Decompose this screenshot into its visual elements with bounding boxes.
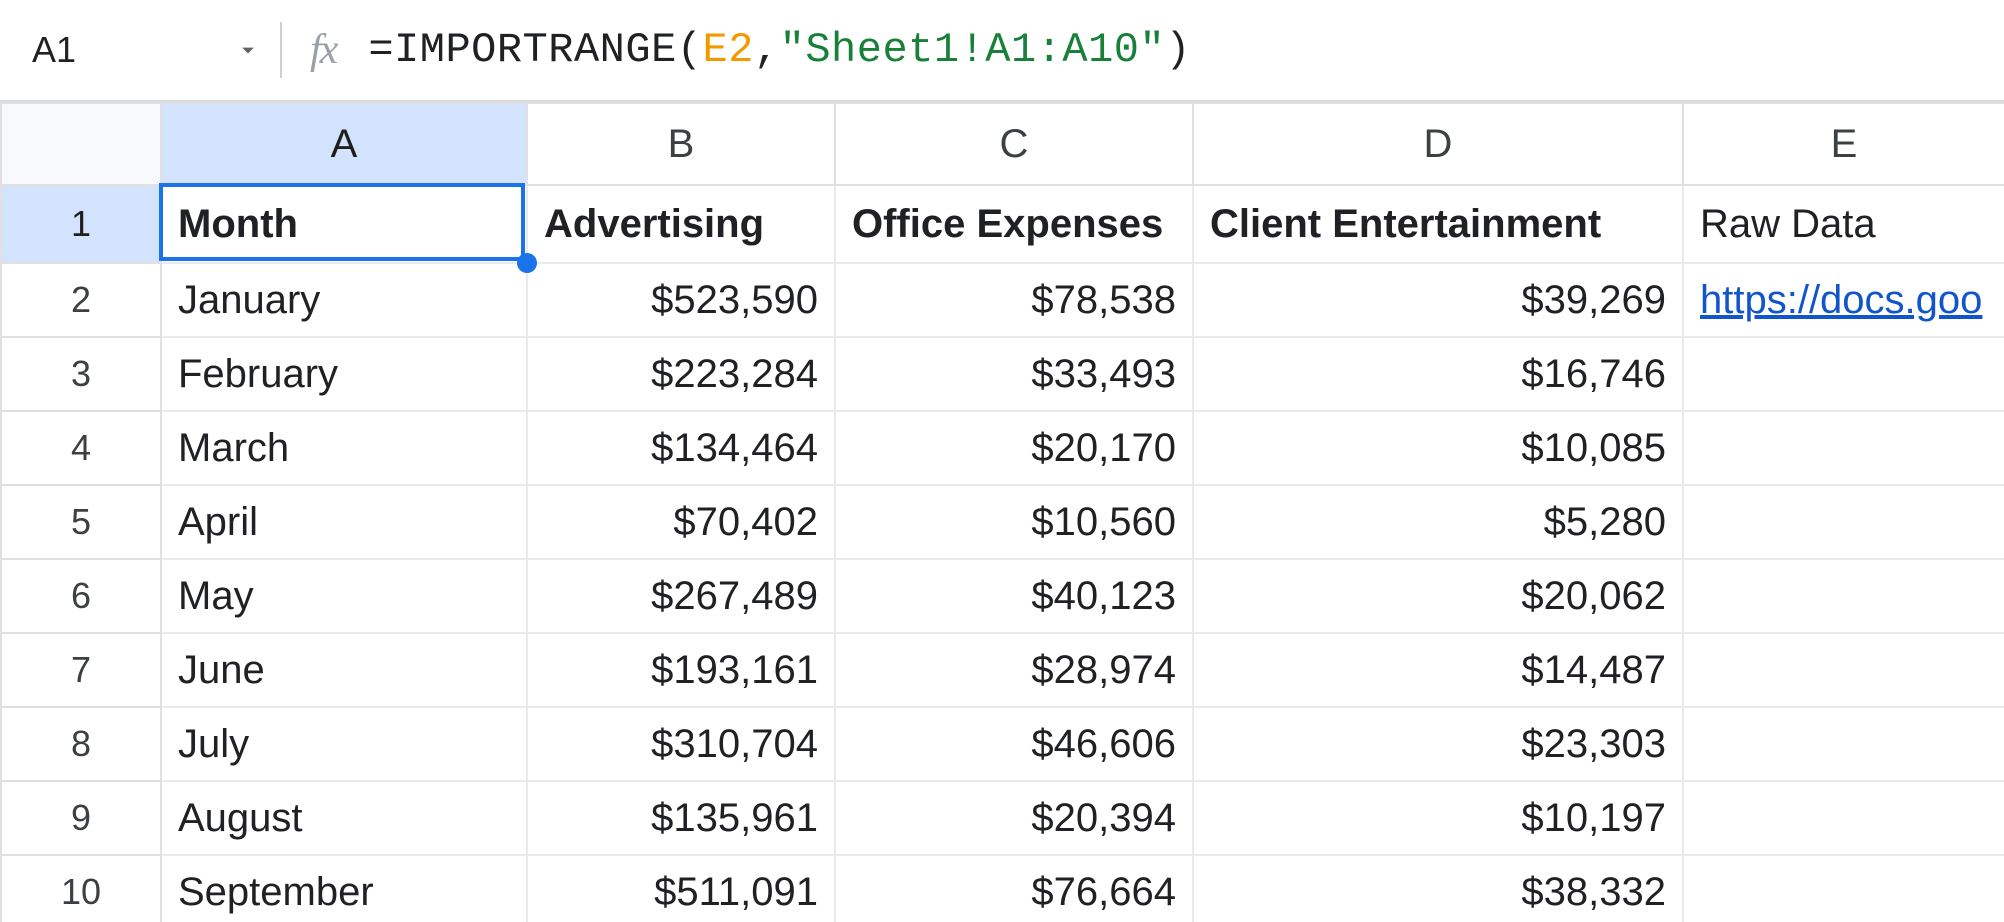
- fx-icon[interactable]: fx: [310, 26, 336, 74]
- cell-D6[interactable]: $20,062: [1193, 559, 1683, 633]
- cell-B7[interactable]: $193,161: [527, 633, 835, 707]
- formula-input[interactable]: =IMPORTRANGE(E2,"Sheet1!A1:A10"): [368, 26, 1191, 74]
- row-header-6[interactable]: 6: [1, 559, 161, 633]
- cell-B6[interactable]: $267,489: [527, 559, 835, 633]
- row-header-8[interactable]: 8: [1, 707, 161, 781]
- cell-C6[interactable]: $40,123: [835, 559, 1193, 633]
- sheet-table: ABCDE 1MonthAdvertisingOffice ExpensesCl…: [0, 102, 2004, 922]
- cell-E3[interactable]: [1683, 337, 2004, 411]
- cell-E7[interactable]: [1683, 633, 2004, 707]
- row-header-1[interactable]: 1: [1, 185, 161, 263]
- row-10: 10September$511,091$76,664$38,332: [1, 855, 2004, 922]
- row-8: 8July$310,704$46,606$23,303: [1, 707, 2004, 781]
- row-header-2[interactable]: 2: [1, 263, 161, 337]
- formula-token: ): [1165, 26, 1191, 74]
- formula-token: IMPORTRANGE: [394, 26, 677, 74]
- cell-D8[interactable]: $23,303: [1193, 707, 1683, 781]
- row-header-10[interactable]: 10: [1, 855, 161, 922]
- row-header-5[interactable]: 5: [1, 485, 161, 559]
- row-7: 7June$193,161$28,974$14,487: [1, 633, 2004, 707]
- name-box[interactable]: A1: [24, 25, 216, 75]
- row-6: 6May$267,489$40,123$20,062: [1, 559, 2004, 633]
- cell-A10[interactable]: September: [161, 855, 527, 922]
- column-header-B[interactable]: B: [527, 103, 835, 185]
- formula-bar-divider: [280, 22, 282, 78]
- column-header-C[interactable]: C: [835, 103, 1193, 185]
- spreadsheet-root: A1 fx =IMPORTRANGE(E2,"Sheet1!A1:A10"): [0, 0, 2004, 922]
- cell-D9[interactable]: $10,197: [1193, 781, 1683, 855]
- row-header-7[interactable]: 7: [1, 633, 161, 707]
- row-header-9[interactable]: 9: [1, 781, 161, 855]
- cell-B2[interactable]: $523,590: [527, 263, 835, 337]
- cell-D10[interactable]: $38,332: [1193, 855, 1683, 922]
- cell-B9[interactable]: $135,961: [527, 781, 835, 855]
- cell-D2[interactable]: $39,269: [1193, 263, 1683, 337]
- formula-token: E2: [703, 26, 754, 74]
- cell-B4[interactable]: $134,464: [527, 411, 835, 485]
- cell-A4[interactable]: March: [161, 411, 527, 485]
- cell-A8[interactable]: July: [161, 707, 527, 781]
- row-1: 1MonthAdvertisingOffice ExpensesClient E…: [1, 185, 2004, 263]
- cell-E8[interactable]: [1683, 707, 2004, 781]
- name-box-wrap: A1: [24, 0, 280, 100]
- cell-A7[interactable]: June: [161, 633, 527, 707]
- row-2: 2January$523,590$78,538$39,269 https://do…: [1, 263, 2004, 337]
- formula-token: ,: [754, 26, 780, 74]
- column-header-D[interactable]: D: [1193, 103, 1683, 185]
- column-header-E[interactable]: E: [1683, 103, 2004, 185]
- cell-A6[interactable]: May: [161, 559, 527, 633]
- formula-bar: A1 fx =IMPORTRANGE(E2,"Sheet1!A1:A10"): [0, 0, 2004, 102]
- cell-C1[interactable]: Office Expenses: [835, 185, 1193, 263]
- cell-A2[interactable]: January: [161, 263, 527, 337]
- cell-C8[interactable]: $46,606: [835, 707, 1193, 781]
- cell-A5[interactable]: April: [161, 485, 527, 559]
- cell-B1[interactable]: Advertising: [527, 185, 835, 263]
- cell-B3[interactable]: $223,284: [527, 337, 835, 411]
- formula-input-wrap: fx =IMPORTRANGE(E2,"Sheet1!A1:A10"): [310, 0, 1191, 100]
- cell-E1[interactable]: Raw Data: [1683, 185, 2004, 263]
- cell-E9[interactable]: [1683, 781, 2004, 855]
- cell-D1[interactable]: Client Entertainment: [1193, 185, 1683, 263]
- cell-E2[interactable]: https://docs.goo: [1683, 263, 2004, 337]
- cell-C5[interactable]: $10,560: [835, 485, 1193, 559]
- cell-A1[interactable]: Month: [161, 185, 527, 263]
- cell-D5[interactable]: $5,280: [1193, 485, 1683, 559]
- column-header-row: ABCDE: [1, 103, 2004, 185]
- cell-B8[interactable]: $310,704: [527, 707, 835, 781]
- cell-C9[interactable]: $20,394: [835, 781, 1193, 855]
- row-header-4[interactable]: 4: [1, 411, 161, 485]
- cell-B10[interactable]: $511,091: [527, 855, 835, 922]
- formula-token: "Sheet1!A1:A10": [780, 26, 1166, 74]
- formula-token: (: [677, 26, 703, 74]
- cell-E10[interactable]: [1683, 855, 2004, 922]
- cell-C7[interactable]: $28,974: [835, 633, 1193, 707]
- cell-C2[interactable]: $78,538: [835, 263, 1193, 337]
- cell-B5[interactable]: $70,402: [527, 485, 835, 559]
- cell-C10[interactable]: $76,664: [835, 855, 1193, 922]
- cell-E5[interactable]: [1683, 485, 2004, 559]
- cell-C4[interactable]: $20,170: [835, 411, 1193, 485]
- row-5: 5April$70,402$10,560$5,280: [1, 485, 2004, 559]
- row-3: 3February$223,284$33,493$16,746: [1, 337, 2004, 411]
- cell-E4[interactable]: [1683, 411, 2004, 485]
- cell-D7[interactable]: $14,487: [1193, 633, 1683, 707]
- row-header-3[interactable]: 3: [1, 337, 161, 411]
- cell-D4[interactable]: $10,085: [1193, 411, 1683, 485]
- grid: ABCDE 1MonthAdvertisingOffice ExpensesCl…: [0, 102, 2004, 922]
- row-9: 9August$135,961$20,394$10,197: [1, 781, 2004, 855]
- cell-A9[interactable]: August: [161, 781, 527, 855]
- cell-E6[interactable]: [1683, 559, 2004, 633]
- cell-A3[interactable]: February: [161, 337, 527, 411]
- cell-D3[interactable]: $16,746: [1193, 337, 1683, 411]
- name-box-dropdown-icon[interactable]: [216, 0, 280, 100]
- row-4: 4March$134,464$20,170$10,085: [1, 411, 2004, 485]
- formula-token: =: [368, 26, 394, 74]
- grid-body: 1MonthAdvertisingOffice ExpensesClient E…: [1, 185, 2004, 922]
- cell-C3[interactable]: $33,493: [835, 337, 1193, 411]
- column-header-A[interactable]: A: [161, 103, 527, 185]
- select-all-corner[interactable]: [1, 103, 161, 185]
- cell-link[interactable]: https://docs.goo: [1700, 278, 1982, 322]
